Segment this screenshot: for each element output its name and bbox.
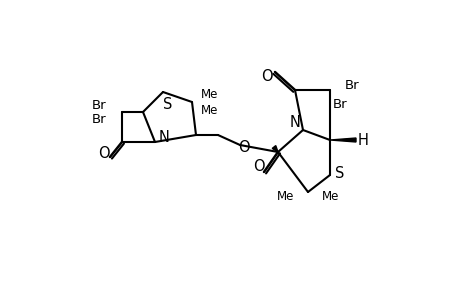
Text: S: S	[163, 97, 172, 112]
Text: Me: Me	[201, 103, 218, 116]
Polygon shape	[272, 146, 277, 152]
Text: N: N	[158, 130, 169, 145]
Text: O: O	[252, 158, 264, 173]
Text: Me: Me	[321, 190, 339, 203]
Polygon shape	[329, 138, 355, 142]
Text: Me: Me	[276, 190, 293, 203]
Text: Br: Br	[344, 79, 358, 92]
Text: Br: Br	[91, 98, 106, 112]
Text: Br: Br	[332, 98, 347, 110]
Text: H: H	[357, 133, 368, 148]
Text: N: N	[289, 115, 300, 130]
Text: Me: Me	[201, 88, 218, 100]
Text: O: O	[261, 68, 272, 83]
Text: O: O	[238, 140, 249, 154]
Text: O: O	[98, 146, 110, 160]
Text: S: S	[335, 166, 344, 181]
Text: Br: Br	[91, 112, 106, 125]
